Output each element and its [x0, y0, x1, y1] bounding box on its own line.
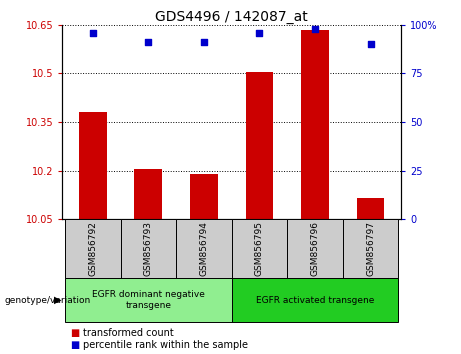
Text: GSM856794: GSM856794: [199, 221, 208, 276]
Text: ■: ■: [71, 329, 84, 338]
Text: ■: ■: [71, 340, 84, 350]
Text: genotype/variation: genotype/variation: [5, 296, 91, 305]
Text: GSM856797: GSM856797: [366, 221, 375, 276]
Text: percentile rank within the sample: percentile rank within the sample: [83, 340, 248, 350]
Bar: [79, 112, 106, 219]
Point: [89, 30, 96, 35]
Text: EGFR activated transgene: EGFR activated transgene: [256, 296, 374, 304]
Bar: [121, 219, 176, 278]
Bar: [246, 72, 273, 219]
Bar: [357, 198, 384, 219]
Bar: [232, 278, 398, 322]
Bar: [176, 219, 231, 278]
Point: [256, 30, 263, 35]
Bar: [65, 219, 121, 278]
Title: GDS4496 / 142087_at: GDS4496 / 142087_at: [155, 10, 308, 24]
Bar: [301, 30, 329, 219]
Bar: [190, 174, 218, 219]
Text: EGFR dominant negative
transgene: EGFR dominant negative transgene: [92, 290, 205, 310]
Text: GSM856795: GSM856795: [255, 221, 264, 276]
Text: GSM856793: GSM856793: [144, 221, 153, 276]
Bar: [343, 219, 398, 278]
Bar: [287, 219, 343, 278]
Bar: [135, 169, 162, 219]
Bar: [232, 219, 287, 278]
Text: GSM856796: GSM856796: [310, 221, 319, 276]
Bar: [65, 278, 231, 322]
Point: [200, 40, 207, 45]
Text: ▶: ▶: [54, 295, 62, 305]
Point: [311, 26, 319, 32]
Point: [367, 41, 374, 47]
Point: [145, 40, 152, 45]
Text: GSM856792: GSM856792: [89, 221, 97, 276]
Text: transformed count: transformed count: [83, 329, 174, 338]
